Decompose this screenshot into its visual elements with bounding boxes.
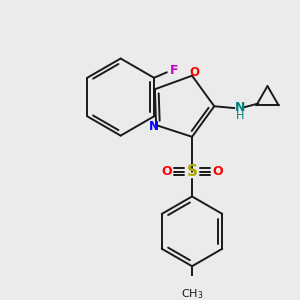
Text: N: N — [235, 101, 245, 114]
Text: S: S — [187, 164, 198, 179]
Text: CH$_3$: CH$_3$ — [181, 287, 203, 300]
Text: O: O — [161, 165, 172, 178]
Text: O: O — [189, 66, 199, 80]
Text: N: N — [148, 119, 158, 133]
Text: F: F — [170, 64, 178, 77]
Text: H: H — [236, 111, 244, 121]
Text: O: O — [212, 165, 223, 178]
